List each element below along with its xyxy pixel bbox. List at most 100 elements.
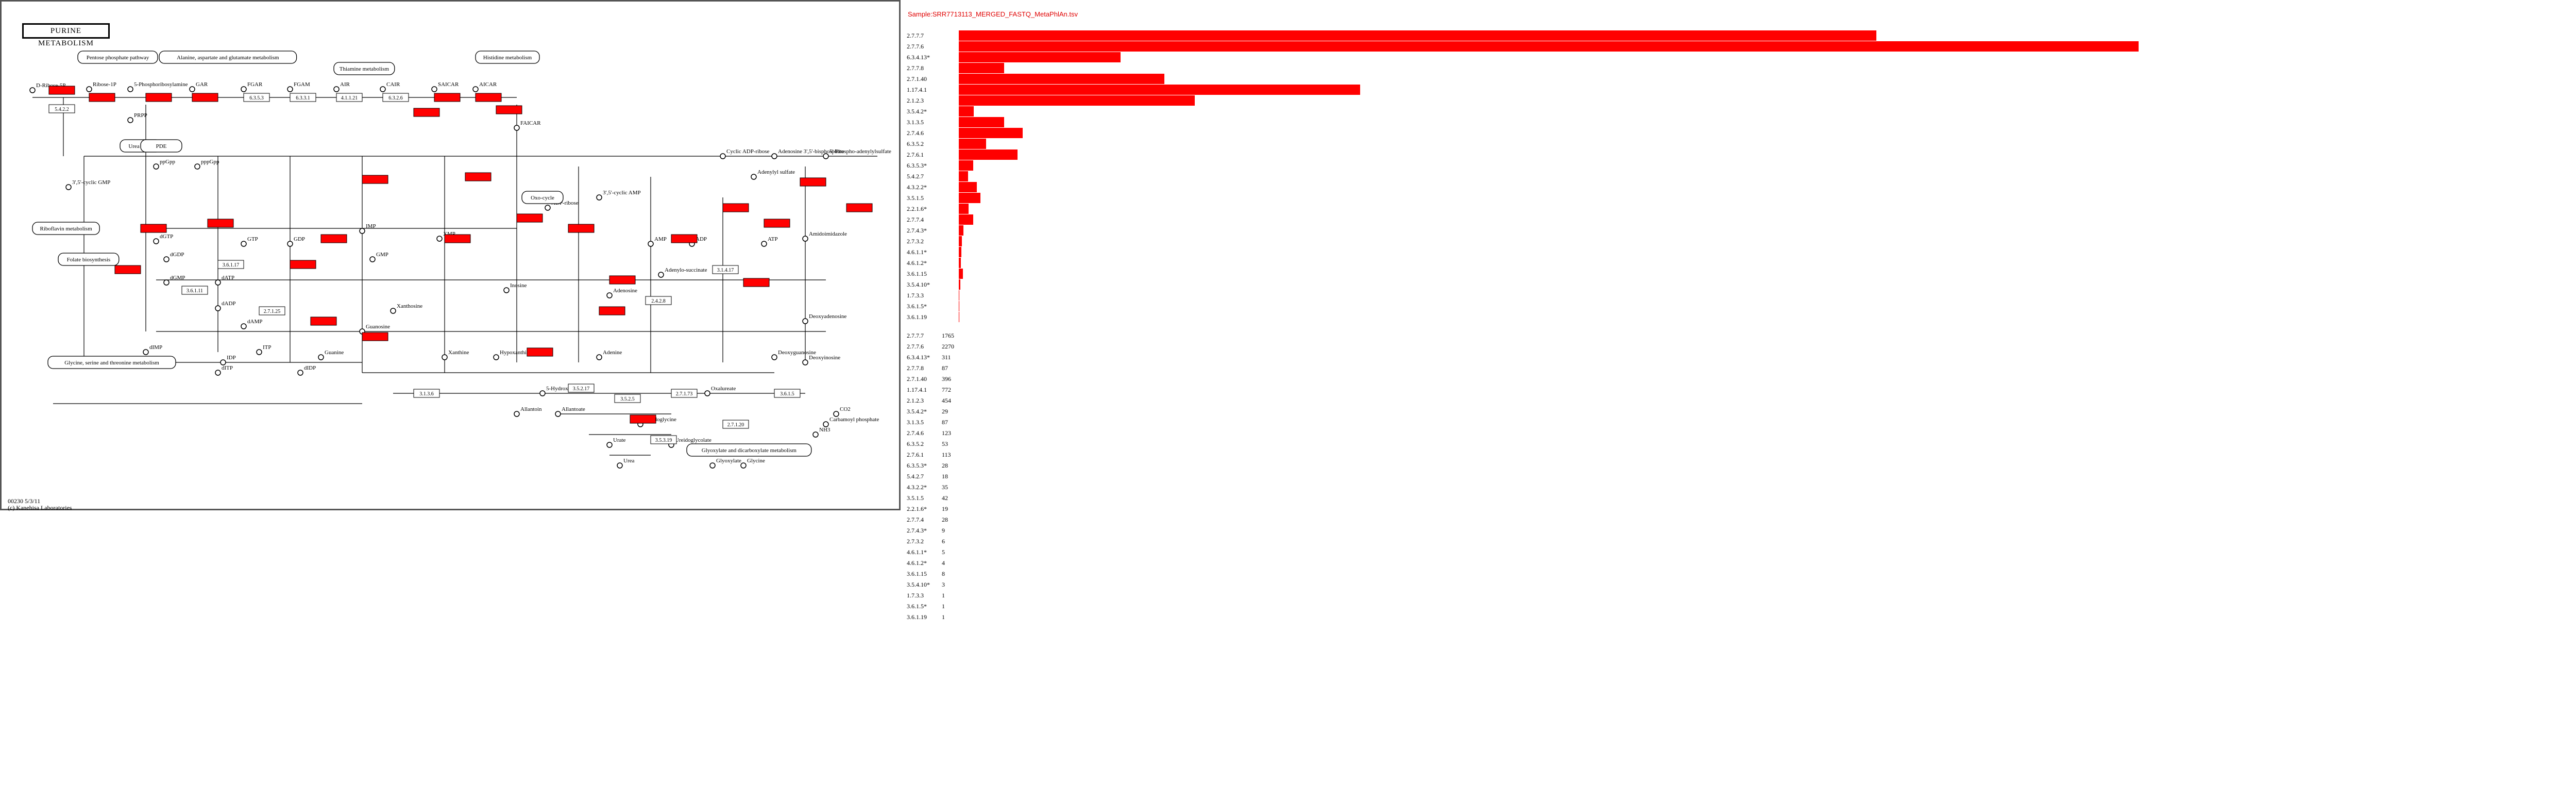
compound-node	[606, 292, 613, 298]
count-row: 2.1.2.3 454	[907, 395, 1061, 406]
ec-count-list: 2.7.7.7 1765 2.7.7.6 2270 6.3.4.13* 311 2.7.7.…	[907, 330, 1061, 621]
pathway-link-box	[140, 139, 182, 153]
count-value: 35	[942, 484, 948, 491]
sample-title: Sample:SRR7713113_MERGED_FASTQ_MetaPhlAn…	[908, 10, 1078, 18]
enzyme-box	[650, 435, 677, 444]
bar-row: 1.17.4.1	[907, 84, 2555, 95]
enzyme-box	[527, 347, 553, 357]
bar-label: 2.7.7.4	[907, 216, 924, 223]
bar	[959, 160, 974, 171]
enzyme-label: 2.4.2.8	[651, 298, 666, 304]
enzyme-box	[48, 104, 75, 113]
bar-label: 2.7.1.40	[907, 75, 927, 82]
compound-label: Urea	[623, 458, 634, 464]
compound-label: dGDP	[170, 252, 184, 258]
count-row: 3.5.4.10* 3	[907, 579, 1061, 590]
pathway-link-label: Glyoxylate and dicarboxylate metabolism	[702, 447, 797, 454]
bar-row: 1.7.3.3	[907, 290, 2555, 301]
compound-label: IMP	[366, 223, 376, 229]
count-value: 28	[942, 516, 948, 523]
compound-label: Amidoimidazole	[809, 231, 847, 237]
count-row: 6.3.4.13* 311	[907, 352, 1061, 363]
bar-label: 3.5.4.2*	[907, 108, 927, 115]
compound-label: Guanine	[325, 349, 344, 356]
bar-row: 2.7.6.1	[907, 149, 2555, 160]
bar	[959, 85, 1360, 95]
count-value: 5	[942, 548, 945, 556]
count-row: 4.6.1.1* 5	[907, 546, 1061, 558]
enzyme-box	[259, 306, 285, 315]
count-value: 87	[942, 419, 948, 426]
compound-label: Carbamoyl phosphate	[829, 417, 879, 423]
pathway-link-label: Alanine, aspartate and glutamate metabol…	[177, 55, 279, 61]
bar-row: 3.6.1.15	[907, 268, 2555, 279]
enzyme-label: 6.3.4.4	[296, 262, 310, 268]
count-label: 2.7.4.3*	[907, 527, 927, 534]
pathway-link-box	[58, 253, 120, 266]
compound-label: pppGpp	[201, 159, 219, 165]
enzyme-box	[290, 260, 316, 269]
count-label: 1.17.4.1	[907, 386, 927, 393]
compound-label: Allantoate	[562, 406, 585, 412]
bar-label: 2.7.4.3*	[907, 227, 927, 234]
count-row: 2.7.6.1 113	[907, 449, 1061, 460]
bar	[959, 171, 969, 181]
bar-row: 2.7.7.6	[907, 41, 2555, 52]
compound-node	[472, 86, 479, 92]
count-label: 3.6.1.15	[907, 570, 927, 577]
compound-node	[514, 125, 520, 131]
compound-node	[493, 354, 499, 360]
count-row: 2.7.1.40 396	[907, 373, 1061, 385]
bar-label: 2.1.2.3	[907, 97, 924, 104]
compound-node	[241, 86, 247, 92]
count-value: 1	[942, 603, 945, 610]
enzyme-label: 6.3.2.6	[388, 95, 403, 101]
bar	[959, 182, 977, 192]
bar-label: 2.7.7.7	[907, 32, 924, 39]
count-row: 3.5.1.5 42	[907, 492, 1061, 504]
bar-label: 3.6.1.19	[907, 313, 927, 321]
enzyme-label: 3.1.4.17	[717, 268, 734, 273]
pathway-link-box	[47, 356, 176, 369]
compound-label: Adenosine	[613, 288, 637, 294]
enzyme-box	[475, 93, 502, 102]
count-label: 2.7.6.1	[907, 451, 924, 458]
compound-node	[802, 318, 808, 324]
enzyme-box	[722, 420, 749, 429]
count-row: 3.6.1.5* 1	[907, 601, 1061, 612]
compound-node	[29, 87, 36, 93]
compound-label: AICAR	[479, 81, 497, 88]
enzyme-label: 3.5.2.17	[573, 386, 590, 392]
compound-node	[215, 279, 221, 286]
count-label: 6.3.5.2	[907, 440, 924, 447]
bar-row: 2.7.7.8	[907, 62, 2555, 74]
count-row: 4.6.1.2* 4	[907, 557, 1061, 569]
count-row: 2.7.7.4 28	[907, 514, 1061, 525]
enzyme-label: 2.4.2.7	[749, 280, 764, 286]
bar-row: 4.6.1.2*	[907, 257, 2555, 269]
enzyme-box	[846, 203, 873, 212]
pathway-map-title: PURINE METABOLISM	[22, 23, 110, 47]
enzyme-box	[568, 384, 595, 393]
compound-label: 3',5'-cyclic GMP	[72, 179, 110, 186]
compound-node	[194, 163, 200, 170]
count-label: 4.6.1.2*	[907, 559, 927, 567]
enzyme-label: 1.17.4.1	[727, 206, 744, 211]
count-value: 2270	[942, 343, 954, 350]
compound-node	[65, 184, 72, 190]
enzyme-box	[496, 105, 522, 114]
compound-label: IDP	[227, 355, 236, 361]
enzyme-box	[320, 234, 347, 243]
bar	[959, 117, 1004, 127]
enzyme-label: 2.7.1.73	[676, 391, 693, 397]
compound-node	[215, 305, 221, 311]
compound-node	[163, 256, 170, 262]
enzyme-box	[48, 86, 75, 95]
compound-node	[127, 86, 133, 92]
compound-node	[127, 117, 133, 123]
bar	[959, 236, 962, 246]
enzyme-box	[192, 93, 218, 102]
compound-label: Urate	[613, 437, 626, 443]
count-label: 3.5.1.5	[907, 494, 924, 502]
enzyme-label: 2.7.1.20	[727, 422, 744, 428]
